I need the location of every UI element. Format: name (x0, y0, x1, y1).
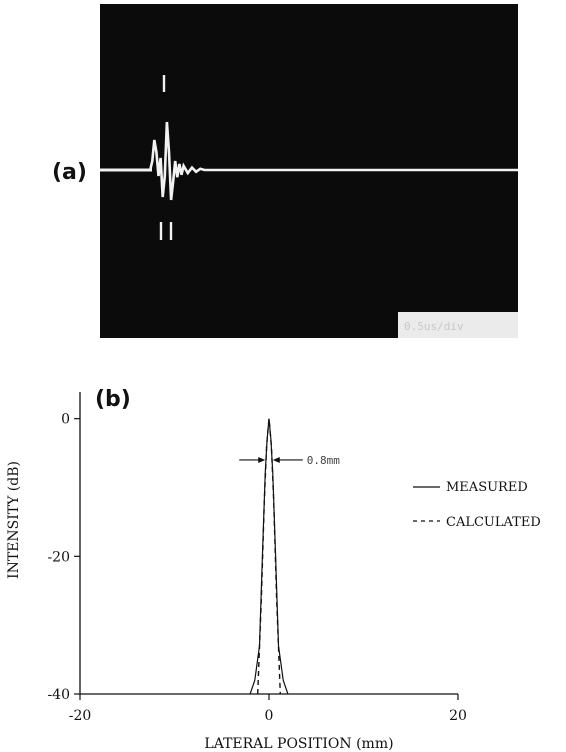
y-tick-label: -20 (47, 549, 70, 565)
legend: MEASURED CALCULATED (413, 480, 541, 530)
series-line-calculated (257, 418, 281, 695)
x-tick-label: 20 (449, 708, 467, 724)
x-tick-label: 0 (265, 708, 274, 724)
annotation-text: 0.8mm (307, 454, 340, 467)
series-layer (249, 418, 289, 695)
x-axis-label: LATERAL POSITION (mm) (204, 736, 393, 752)
panel-b-label: (b) (95, 387, 131, 412)
annotation-arrowhead-left (258, 456, 266, 463)
fwhm-annotation: 0.8mm (239, 454, 340, 467)
y-tick-label: 0 (61, 412, 70, 428)
scope-caption: 0.5us/div (404, 320, 464, 333)
y-axis-label: INTENSITY (dB) (6, 461, 22, 579)
y-ticks: 0 -20 -40 (47, 412, 80, 703)
x-tick-label: -20 (69, 708, 92, 724)
legend-calculated-label: CALCULATED (446, 515, 541, 530)
annotation-arrowhead-right (272, 456, 280, 463)
x-ticks: -20 0 20 (69, 694, 467, 724)
legend-measured-label: MEASURED (446, 480, 528, 495)
y-tick-label: -40 (47, 687, 70, 703)
panel-a: 0.5us/div (a) (52, 4, 518, 338)
panel-b: (b) 0 -20 -40 -20 0 20 INTENSITY (dB) LATERA… (6, 387, 541, 752)
scope-trace (100, 121, 518, 201)
panel-a-label: (a) (52, 160, 87, 185)
scope-caption-box (398, 312, 518, 338)
